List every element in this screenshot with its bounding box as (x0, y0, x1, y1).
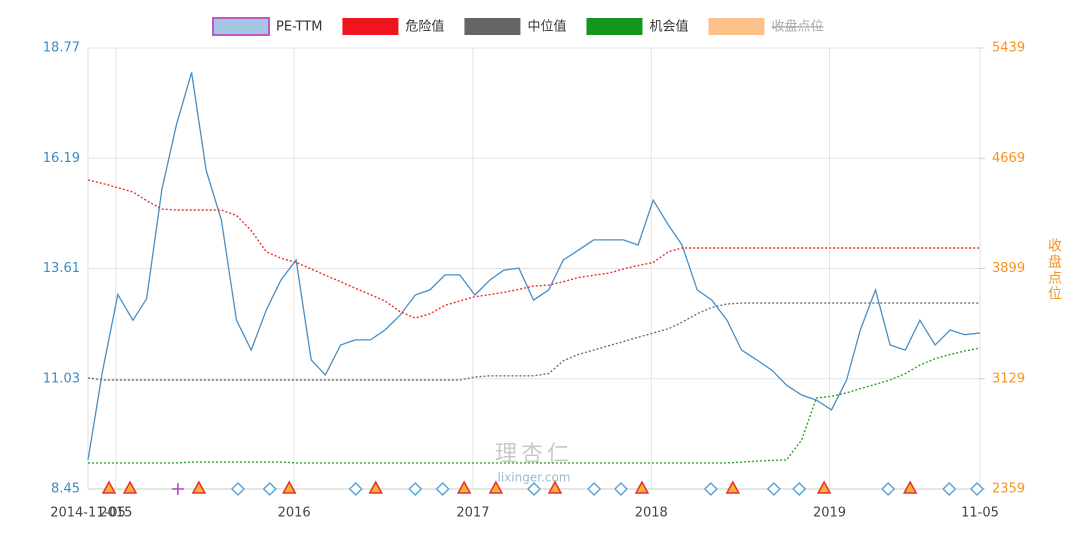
y-tick-label: 8.45 (51, 482, 80, 497)
legend-item[interactable]: PE-TTM (212, 17, 322, 36)
x-tick-label: 2018 (635, 506, 668, 521)
legend-label: 中位值 (527, 19, 566, 35)
event-marker (488, 480, 504, 494)
y2-tick-label: 5439 (992, 41, 1025, 56)
event-marker (942, 481, 957, 497)
y2-tick-label: 2359 (992, 482, 1025, 497)
legend-swatch (708, 18, 765, 35)
y-tick-label: 11.03 (43, 371, 80, 386)
y-tick-label: 13.61 (43, 261, 80, 276)
event-marker (587, 481, 602, 497)
event-marker (171, 483, 184, 495)
legend-swatch (212, 17, 270, 36)
event-marker (368, 480, 383, 494)
event-marker (408, 481, 423, 497)
series-line (87, 179, 980, 319)
event-marker (191, 480, 207, 494)
x-tick-label: 2014-11-05 (50, 506, 126, 521)
event-marker (970, 481, 985, 497)
event-marker (902, 480, 918, 494)
series-line (88, 347, 981, 464)
event-marker (792, 481, 807, 497)
y2-tick-label: 3129 (992, 371, 1025, 386)
y2-tick-label: 3899 (992, 261, 1025, 276)
x-tick-label: 2015 (99, 506, 132, 521)
series-line (87, 72, 981, 461)
event-marker (547, 480, 563, 494)
legend-item[interactable]: 危险值 (342, 18, 444, 35)
event-marker (230, 481, 246, 497)
event-marker (634, 480, 650, 494)
x-tick-label: 2019 (813, 506, 846, 521)
y2-axis-label: 收盘点位 (1046, 238, 1062, 302)
legend: PE-TTM 危险值 中位值 机会值 收盘点位 (212, 17, 823, 36)
event-marker (456, 480, 472, 494)
event-marker (122, 480, 138, 494)
x-tick-label: 2017 (456, 506, 489, 521)
legend-swatch (464, 18, 521, 35)
legend-label: 收盘点位 (771, 19, 823, 35)
event-marker (281, 480, 297, 494)
watermark: lixinger.com (498, 471, 571, 485)
legend-label: 机会值 (649, 19, 688, 35)
series-line (87, 302, 980, 381)
event-marker (816, 480, 832, 494)
legend-label: 危险值 (405, 19, 444, 35)
x-tick-label: 11-05 (961, 506, 999, 521)
event-marker (101, 480, 117, 494)
legend-item[interactable]: 中位值 (464, 18, 566, 35)
event-marker (435, 481, 450, 497)
y-tick-label: 16.19 (43, 151, 80, 166)
legend-swatch (586, 18, 643, 35)
y-tick-label: 18.77 (43, 41, 80, 56)
event-marker (526, 481, 542, 497)
legend-item[interactable]: 收盘点位 (708, 18, 823, 35)
event-marker (262, 481, 277, 497)
legend-label: PE-TTM (276, 20, 322, 35)
y2-tick-label: 4669 (992, 151, 1025, 166)
event-marker (881, 481, 896, 497)
event-marker (348, 481, 363, 497)
event-marker (725, 480, 741, 494)
event-marker (703, 481, 718, 497)
event-marker (613, 481, 629, 497)
legend-item[interactable]: 机会值 (586, 18, 688, 35)
event-marker (766, 481, 781, 497)
legend-swatch (342, 18, 399, 35)
x-tick-label: 2016 (278, 506, 311, 521)
